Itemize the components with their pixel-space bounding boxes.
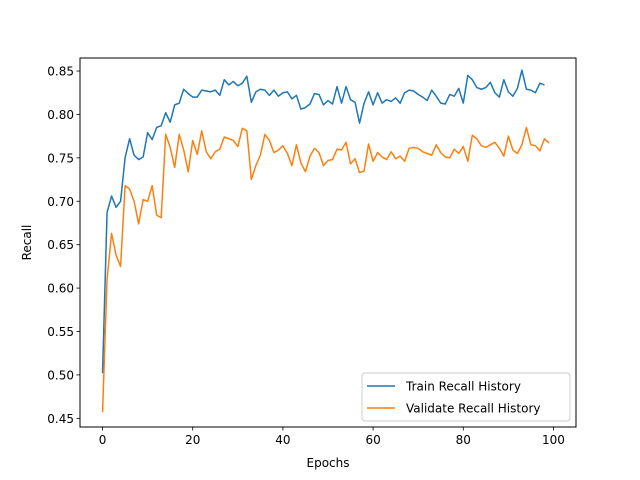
- series-line-validate: [101, 126, 550, 413]
- y-tick-label: 0.75: [47, 151, 74, 165]
- y-tick-label: 0.60: [47, 282, 74, 296]
- y-tick-label: 0.70: [47, 195, 74, 209]
- plot-lines: [101, 69, 550, 413]
- legend-label: Validate Recall History: [406, 402, 540, 416]
- y-axis-label: Recall: [20, 225, 34, 261]
- x-tick-label: 20: [185, 433, 200, 447]
- x-tick-label: 80: [456, 433, 471, 447]
- legend: Train Recall History Validate Recall Hist…: [361, 372, 571, 422]
- plot-frame: [79, 57, 577, 428]
- y-tick-label: 0.80: [47, 108, 74, 122]
- legend-label: Train Recall History: [405, 380, 521, 394]
- x-axis-label: Epochs: [307, 456, 350, 470]
- legend-box: [361, 372, 571, 422]
- y-tick-label: 0.45: [47, 412, 74, 426]
- y-axis-ticks: 0.45 0.50 0.55 0.60 0.65 0.70 0.75 0.80 0.85: [47, 65, 80, 426]
- x-tick-label: 0: [99, 433, 107, 447]
- x-tick-label: 60: [365, 433, 380, 447]
- y-tick-label: 0.55: [47, 325, 74, 339]
- y-tick-label: 0.50: [47, 368, 74, 382]
- x-tick-label: 40: [275, 433, 290, 447]
- y-tick-label: 0.65: [47, 238, 74, 252]
- series-line-train: [101, 69, 545, 374]
- x-axis-ticks: 0 20 40 60 80 100: [99, 427, 565, 447]
- y-tick-label: 0.85: [47, 65, 74, 79]
- x-tick-label: 100: [542, 433, 565, 447]
